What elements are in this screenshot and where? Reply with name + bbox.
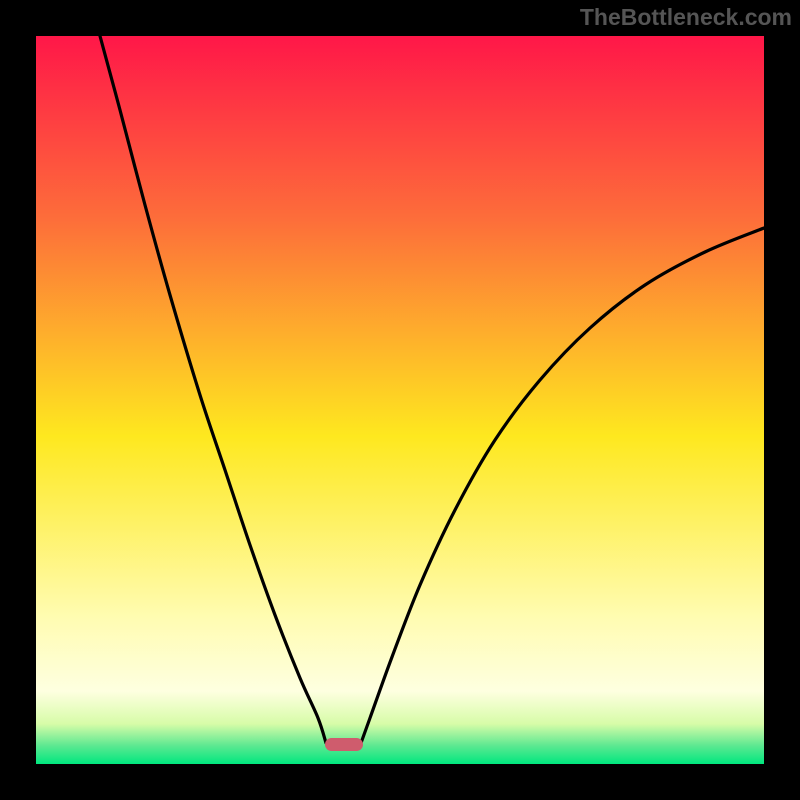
chart-container: TheBottleneck.com <box>0 0 800 800</box>
plot-gradient-background <box>36 36 764 764</box>
bottom-marker <box>325 738 363 751</box>
watermark-text: TheBottleneck.com <box>580 4 792 31</box>
chart-svg <box>0 0 800 800</box>
